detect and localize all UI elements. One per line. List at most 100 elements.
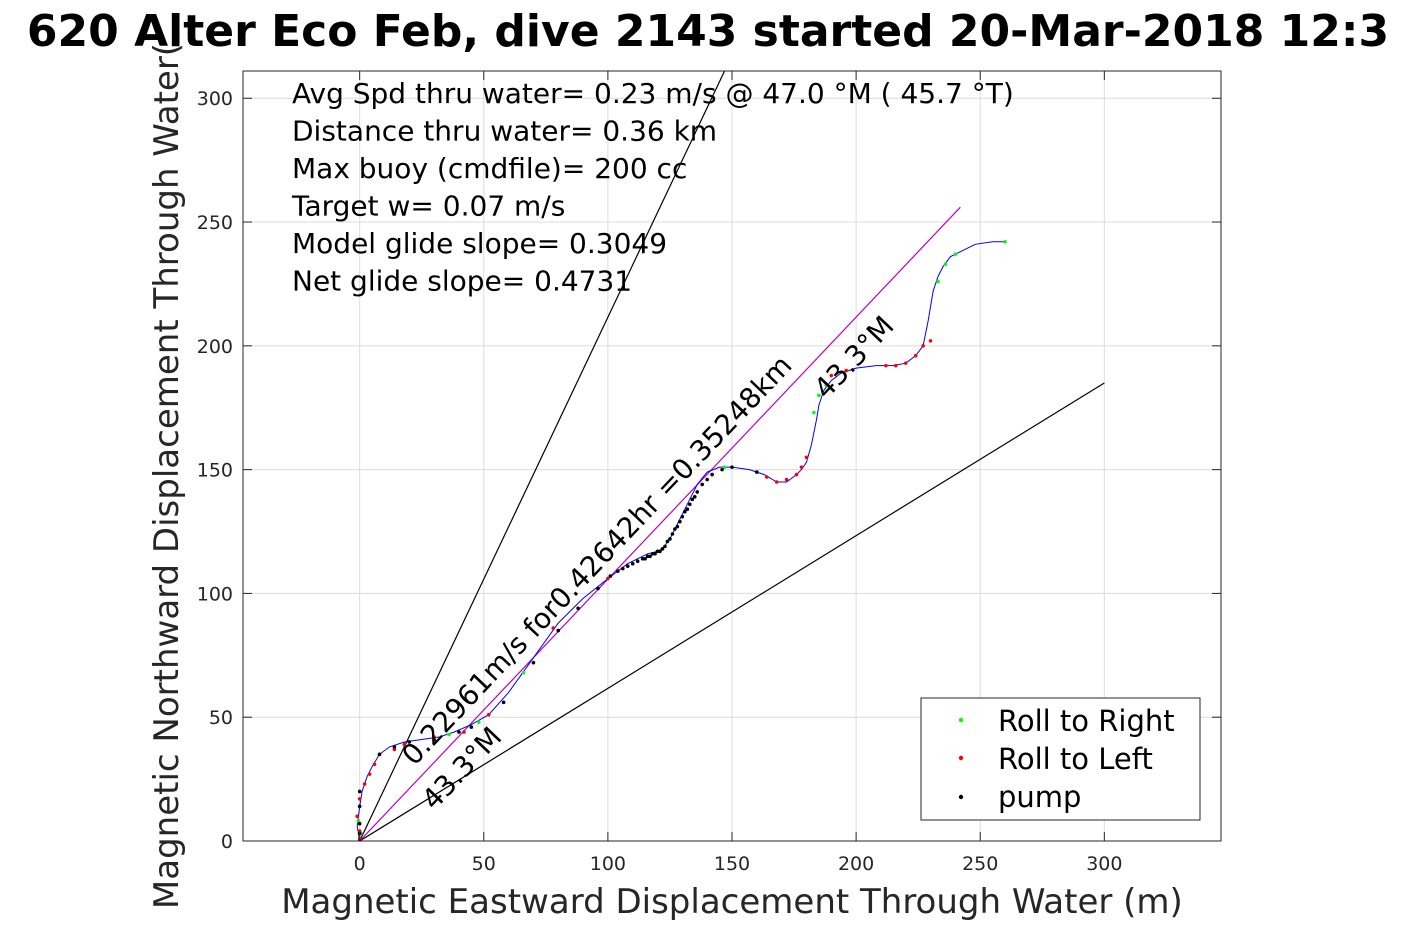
point-roll-to-right [812, 410, 816, 415]
point-pump [645, 554, 650, 559]
legend-entry-roll-left: Roll to Left [998, 742, 1153, 776]
legend-box [920, 697, 1201, 821]
point-roll-to-left [367, 772, 372, 776]
point-roll-to-left [844, 368, 848, 373]
point-roll-to-left [884, 363, 888, 368]
point-pump [630, 561, 635, 566]
point-roll-to-left [357, 829, 362, 833]
x-tick-label: 0 [354, 853, 366, 875]
x-tick-label: 200 [838, 853, 874, 875]
point-pump [576, 606, 580, 611]
point-roll-to-left [372, 762, 377, 767]
info-line: Max buoy (cmdfile)= 200 cc [292, 152, 687, 185]
info-line: Model glide slope= 0.3049 [292, 227, 667, 260]
info-line: Net glide slope= 0.4731 [292, 265, 632, 298]
point-pump [710, 472, 714, 477]
point-pump [660, 547, 665, 551]
y-tick-label: 50 [209, 707, 233, 729]
point-pump [392, 745, 397, 749]
point-roll-to-right [943, 262, 948, 266]
point-roll-to-left [894, 363, 898, 368]
legend-entry-pump: pump [998, 780, 1081, 814]
point-pump [608, 574, 613, 578]
point-roll-to-left [357, 797, 362, 801]
reference-line-0 [359, 71, 726, 841]
point-pump [432, 737, 436, 742]
x-tick-label: 150 [714, 853, 750, 875]
point-roll-to-left [804, 455, 809, 460]
y-tick-label: 150 [197, 460, 233, 482]
point-pump [730, 465, 734, 469]
point-pump [643, 556, 647, 561]
point-roll-to-left [432, 735, 436, 739]
point-pump [357, 804, 362, 809]
point-roll-to-right [824, 383, 829, 388]
point-pump [685, 507, 690, 512]
point-pump [357, 789, 362, 794]
point-pump [650, 551, 655, 556]
point-pump [690, 497, 695, 502]
x-tick-label: 300 [1086, 853, 1122, 875]
point-roll-to-left [774, 480, 779, 484]
y-tick-label: 100 [197, 583, 233, 605]
point-pump [407, 740, 412, 744]
y-tick-label: 200 [197, 336, 233, 358]
x-axis-label: Magnetic Eastward Displacement Through W… [281, 882, 1183, 922]
y-tick-label: 300 [197, 88, 233, 110]
point-roll-to-left [362, 782, 367, 786]
point-roll-to-left [903, 361, 908, 365]
chart-title: 620 Alter Eco Feb, dive 2143 started 20-… [27, 6, 1389, 57]
point-roll-to-left [829, 373, 834, 378]
point-roll-to-right [477, 720, 481, 724]
legend-marker-roll-right [958, 717, 964, 723]
legend-marker-pump [958, 794, 964, 800]
point-pump [688, 502, 692, 507]
point-roll-to-left [551, 626, 556, 630]
point-roll-to-right [521, 670, 526, 675]
point-roll-to-left [794, 472, 799, 477]
point-pump [695, 490, 700, 494]
point-pump [655, 549, 660, 554]
point-roll-to-left [402, 742, 407, 747]
y-tick-label: 250 [197, 212, 233, 234]
point-roll-to-left [606, 576, 610, 581]
point-roll-to-left [928, 339, 933, 343]
point-pump [663, 544, 667, 549]
point-roll-to-left [921, 344, 925, 348]
x-tick-label: 250 [962, 853, 998, 875]
y-axis-label: Magnetic Northward Displacement Through … [147, 43, 187, 909]
point-pump [625, 564, 630, 568]
point-pump [616, 569, 620, 573]
info-block: Avg Spd thru water= 0.23 m/s @ 47.0 °M (… [291, 77, 1014, 298]
point-pump [705, 477, 709, 482]
point-pump [357, 821, 362, 826]
point-pump [377, 752, 382, 757]
point-pump [635, 559, 640, 564]
y-ticks: 0 50 100 150 200 250 300 [197, 88, 1221, 853]
legend: Roll to Right Roll to Left pump [920, 697, 1201, 821]
point-pump [670, 532, 675, 536]
point-roll-to-right [936, 279, 940, 284]
reference-lines [359, 71, 1105, 841]
point-roll-to-left [355, 814, 359, 819]
point-roll-to-left [784, 477, 789, 482]
reference-line-1 [359, 382, 1105, 841]
x-tick-label: 100 [590, 853, 626, 875]
point-pump [678, 519, 682, 524]
y-tick-label: 0 [221, 831, 233, 853]
point-roll-to-left [486, 712, 491, 717]
point-roll-to-left [462, 730, 466, 734]
point-roll-to-left [799, 465, 804, 469]
point-pump [648, 554, 652, 559]
point-roll-to-left [913, 353, 918, 358]
point-roll-to-left [764, 475, 769, 479]
x-tick-label: 50 [472, 853, 496, 875]
info-line: Target w= 0.07 m/s [291, 190, 565, 223]
x-ticks: 0 50 100 150 200 250 300 [354, 71, 1122, 875]
point-roll-to-right [953, 252, 958, 257]
point-pump [675, 524, 680, 529]
point-pump [469, 725, 474, 729]
point-roll-to-right [817, 393, 821, 398]
track-line [356, 241, 1005, 841]
